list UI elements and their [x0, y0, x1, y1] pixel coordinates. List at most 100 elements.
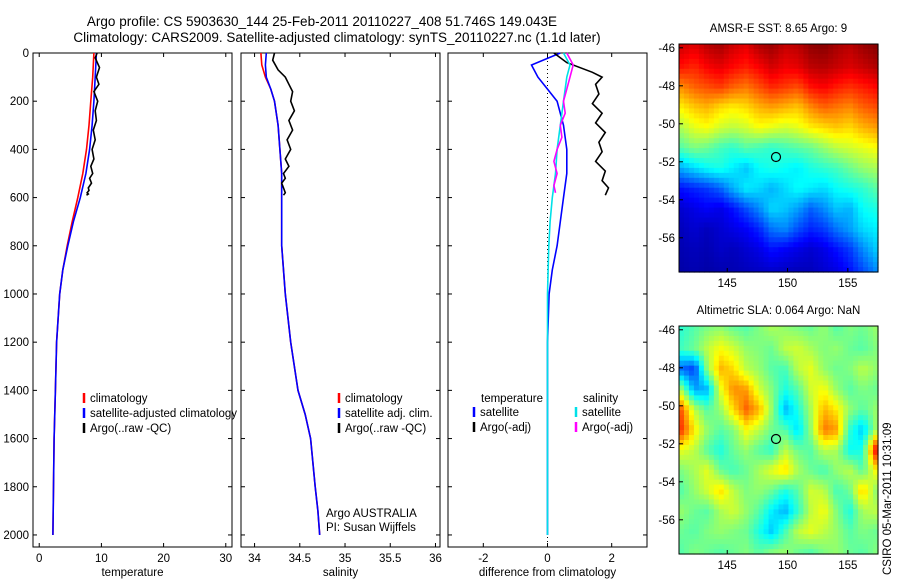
heatmap-cell	[768, 257, 775, 263]
heatmap-cell	[813, 519, 819, 525]
heatmap-cell	[758, 162, 765, 169]
heatmap-cell	[803, 247, 809, 253]
heatmap-cell	[679, 484, 685, 491]
heatmap-cell	[728, 252, 735, 258]
heatmap-cell	[713, 479, 720, 486]
heatmap-cell	[708, 326, 715, 332]
heatmap-cell	[733, 544, 740, 550]
heatmap-cell	[818, 148, 824, 154]
heatmap-cell	[738, 464, 745, 471]
heatmap-cell	[803, 217, 809, 224]
heatmap-cell	[853, 544, 859, 550]
heatmap-cell	[723, 108, 730, 114]
heatmap-cell	[868, 148, 874, 154]
heatmap-cell	[758, 167, 765, 174]
heatmap-cell	[753, 63, 760, 70]
heatmap-cell	[753, 133, 760, 139]
heatmap-cell	[738, 370, 745, 377]
heatmap-cell	[818, 534, 824, 540]
heatmap-cell	[813, 529, 819, 535]
heatmap-cell	[763, 143, 770, 149]
heatmap-cell	[788, 182, 795, 189]
heatmap-cell	[813, 153, 819, 159]
heatmap-cell	[683, 252, 690, 258]
heatmap-cell	[718, 370, 725, 377]
heatmap-cell	[738, 167, 745, 174]
heatmap-cell	[758, 425, 765, 431]
heatmap-cell	[873, 469, 879, 476]
heatmap-cell	[718, 58, 725, 65]
heatmap-cell	[703, 93, 710, 100]
heatmap-cell	[738, 539, 745, 545]
heatmap-cell	[763, 222, 770, 228]
heatmap-cell	[693, 113, 700, 119]
heatmap-cell	[768, 227, 775, 233]
heatmap-cell	[803, 262, 809, 268]
heatmap-cell	[718, 162, 725, 169]
heatmap-cell	[763, 410, 770, 416]
heatmap-cell	[833, 58, 839, 65]
heatmap-cell	[808, 197, 814, 204]
heatmap-cell	[863, 405, 869, 411]
heatmap-cell	[743, 237, 750, 243]
heatmap-cell	[743, 78, 750, 85]
heatmap-cell	[798, 544, 804, 550]
heatmap-cell	[788, 440, 795, 446]
heatmap-cell	[693, 375, 700, 382]
heatmap-cell	[679, 237, 685, 243]
heatmap-cell	[728, 326, 735, 332]
heatmap-cell	[813, 162, 819, 169]
heatmap-cell	[728, 58, 735, 65]
heatmap-cell	[833, 365, 839, 372]
heatmap-cell	[818, 340, 824, 347]
heatmap-cell	[793, 370, 799, 377]
heatmap-cell	[788, 123, 795, 129]
heatmap-cell	[813, 222, 819, 228]
heatmap-cell	[873, 227, 879, 233]
heatmap-cell	[853, 479, 859, 486]
heatmap-cell	[693, 504, 700, 510]
heatmap-cell	[863, 267, 869, 273]
heatmap-cell	[763, 167, 770, 174]
heatmap-cell	[838, 187, 844, 194]
heatmap-cell	[788, 335, 795, 342]
heatmap-cell	[838, 143, 844, 149]
heatmap-cell	[753, 207, 760, 214]
heatmap-cell	[868, 400, 874, 406]
heatmap-cell	[873, 103, 879, 110]
heatmap-cell	[868, 405, 874, 411]
heatmap-cell	[733, 232, 740, 238]
heatmap-cell	[803, 360, 809, 367]
heatmap-cell	[679, 340, 685, 347]
heatmap-cell	[853, 128, 859, 134]
heatmap-cell	[708, 162, 715, 169]
heatmap-cell	[848, 395, 854, 401]
heatmap-cell	[713, 326, 720, 332]
heatmap-cell	[773, 489, 780, 496]
heatmap-cell	[753, 440, 760, 446]
heatmap-cell	[808, 73, 814, 80]
heatmap-cell	[723, 524, 730, 530]
heatmap-cell	[748, 459, 755, 466]
heatmap-cell	[688, 449, 695, 456]
heatmap-cell	[853, 267, 859, 273]
heatmap-cell	[679, 474, 685, 481]
heatmap-cell	[848, 425, 854, 431]
heatmap-cell	[758, 345, 765, 352]
heatmap-cell	[763, 539, 770, 545]
y-tick-label: -52	[658, 439, 675, 451]
heatmap-cell	[798, 197, 804, 204]
heatmap-cell	[688, 158, 695, 164]
heatmap-cell	[853, 435, 859, 441]
heatmap-cell	[743, 454, 750, 461]
heatmap-cell	[773, 187, 780, 194]
heatmap-cell	[748, 524, 755, 530]
heatmap-cell	[813, 370, 819, 377]
heatmap-cell	[679, 98, 685, 105]
heatmap-cell	[688, 395, 695, 401]
heatmap-cell	[798, 539, 804, 545]
heatmap-cell	[788, 187, 795, 194]
heatmap-cell	[713, 524, 720, 530]
heatmap-cell	[758, 400, 765, 406]
heatmap-cell	[783, 242, 790, 248]
